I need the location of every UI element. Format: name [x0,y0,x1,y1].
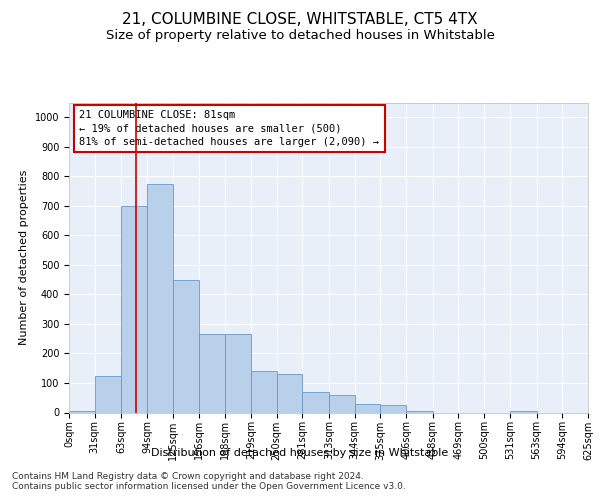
Bar [69,411,95,412]
Bar [406,411,433,412]
Bar [277,374,302,412]
Bar [199,334,225,412]
Text: Contains HM Land Registry data © Crown copyright and database right 2024.: Contains HM Land Registry data © Crown c… [12,472,364,481]
Y-axis label: Number of detached properties: Number of detached properties [19,170,29,345]
Bar [173,280,199,412]
Bar [121,206,147,412]
Bar [302,392,329,412]
Bar [95,376,121,412]
Bar [147,184,173,412]
Bar [329,395,355,412]
Bar [355,404,380,412]
Text: 21, COLUMBINE CLOSE, WHITSTABLE, CT5 4TX: 21, COLUMBINE CLOSE, WHITSTABLE, CT5 4TX [122,12,478,28]
Text: Size of property relative to detached houses in Whitstable: Size of property relative to detached ho… [106,29,494,42]
Text: 21 COLUMBINE CLOSE: 81sqm
← 19% of detached houses are smaller (500)
81% of semi: 21 COLUMBINE CLOSE: 81sqm ← 19% of detac… [79,110,379,146]
Bar [510,411,536,412]
Bar [225,334,251,412]
Bar [380,405,406,412]
Bar [251,371,277,412]
Text: Contains public sector information licensed under the Open Government Licence v3: Contains public sector information licen… [12,482,406,491]
Text: Distribution of detached houses by size in Whitstable: Distribution of detached houses by size … [151,448,449,458]
